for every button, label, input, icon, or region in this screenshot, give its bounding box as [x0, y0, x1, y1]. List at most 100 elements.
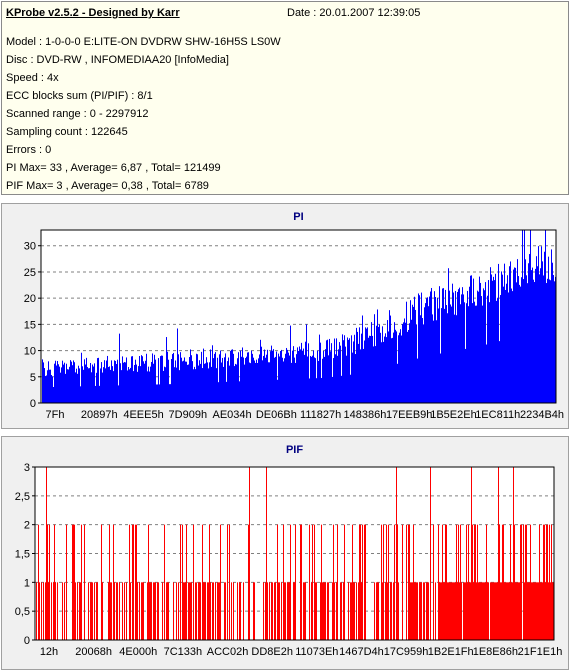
x-tick-label: 12h — [40, 646, 58, 658]
bar — [336, 338, 337, 403]
bar — [527, 283, 528, 403]
bar — [87, 367, 88, 403]
bar — [359, 524, 360, 640]
bar — [497, 582, 498, 640]
bar — [505, 582, 506, 640]
x-tick-label: 17EEB9h — [386, 409, 432, 421]
bar — [348, 339, 349, 403]
bar — [360, 349, 361, 403]
info-sampling: Sampling count : 122645 — [6, 126, 128, 138]
bar — [230, 350, 231, 403]
bar — [299, 346, 300, 403]
bar — [541, 246, 542, 403]
bar — [510, 524, 511, 640]
bar — [142, 356, 143, 403]
bar — [246, 356, 247, 403]
bar — [153, 363, 154, 403]
bar — [275, 356, 276, 403]
bar — [354, 582, 355, 640]
bar — [457, 291, 458, 403]
bar — [204, 363, 205, 403]
bar — [150, 582, 151, 640]
bar — [487, 582, 488, 640]
bar — [67, 369, 68, 403]
bar — [342, 334, 343, 403]
bar — [221, 362, 222, 403]
bar — [311, 356, 312, 403]
bar — [500, 295, 501, 403]
bar — [215, 352, 216, 403]
x-tick-label: 20897h — [81, 409, 118, 421]
chart-title: PI — [293, 211, 303, 223]
bar — [173, 352, 174, 403]
bar — [402, 324, 403, 403]
bar — [468, 524, 469, 640]
bar — [309, 378, 310, 403]
bar — [541, 582, 542, 640]
bar — [91, 372, 92, 403]
y-tick-label: 0,5 — [15, 606, 30, 618]
bar — [433, 524, 434, 640]
bar — [530, 230, 531, 403]
bar — [276, 351, 277, 403]
bar — [159, 384, 160, 403]
bar — [453, 582, 454, 640]
bar — [460, 304, 461, 403]
bar — [162, 355, 163, 403]
bar — [176, 582, 177, 640]
bar — [194, 366, 195, 403]
bar — [396, 331, 397, 403]
bar — [94, 582, 95, 640]
bar — [444, 582, 445, 640]
bar — [526, 275, 527, 403]
bar — [407, 331, 408, 403]
bar — [106, 360, 107, 403]
bar — [502, 524, 503, 640]
bar — [157, 582, 158, 640]
bars — [36, 467, 554, 640]
bar — [291, 362, 292, 403]
bar — [426, 582, 427, 640]
x-tick-label: DE06Bh — [256, 409, 297, 421]
bar — [393, 332, 394, 403]
bar — [200, 582, 201, 640]
bar — [480, 582, 481, 640]
bar — [493, 276, 494, 403]
bar — [126, 357, 127, 403]
bar — [486, 344, 487, 403]
bar — [318, 360, 319, 403]
bar — [410, 300, 411, 403]
bar — [321, 377, 322, 403]
bar — [491, 582, 492, 640]
bar — [499, 524, 500, 640]
bar — [446, 305, 447, 403]
bar — [247, 352, 248, 403]
bar — [184, 582, 185, 640]
bar — [482, 582, 483, 640]
bar — [543, 524, 544, 640]
x-tick-label: 7C133h — [164, 646, 203, 658]
bar — [542, 582, 543, 640]
bar — [501, 582, 502, 640]
bar — [209, 524, 210, 640]
bar — [140, 366, 141, 403]
bar — [326, 340, 327, 403]
bar — [44, 368, 45, 403]
bar — [272, 582, 273, 640]
bar — [358, 582, 359, 640]
bar — [519, 582, 520, 640]
bar — [325, 349, 326, 403]
bar — [379, 324, 380, 403]
bar — [91, 582, 92, 640]
bar — [496, 300, 497, 403]
bar — [358, 343, 359, 403]
bar — [212, 345, 213, 403]
bar — [515, 267, 516, 403]
bar — [152, 353, 153, 403]
bar — [147, 582, 148, 640]
bar — [154, 354, 155, 403]
bar — [380, 332, 381, 403]
bar — [391, 338, 392, 403]
bar — [430, 467, 431, 640]
bar — [130, 582, 131, 640]
